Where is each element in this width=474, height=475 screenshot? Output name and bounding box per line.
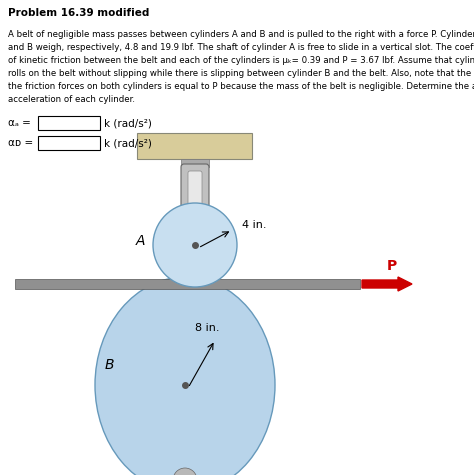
Circle shape [173,468,197,475]
Bar [38,136,100,150]
Text: Problem 16.39 modified: Problem 16.39 modified [8,8,149,18]
Text: P: P [387,259,397,273]
Circle shape [153,203,237,287]
Bar [137,133,253,159]
Bar [38,116,100,130]
Text: rolls on the belt without slipping while there is slipping between cylinder B an: rolls on the belt without slipping while… [8,69,474,78]
FancyArrow shape [362,277,412,291]
Text: αᴅ =: αᴅ = [8,138,33,148]
Text: B: B [105,358,115,372]
Text: acceleration of each cylinder.: acceleration of each cylinder. [8,95,135,104]
Ellipse shape [95,277,275,475]
FancyBboxPatch shape [188,171,202,225]
Text: k (rad/s²): k (rad/s²) [104,119,152,129]
FancyBboxPatch shape [181,164,209,232]
Text: A belt of negligible mass passes between cylinders A and B and is pulled to the : A belt of negligible mass passes between… [8,30,474,39]
Text: 4 in.: 4 in. [242,220,266,230]
Text: the friction forces on both cylinders is equal to P because the mass of the belt: the friction forces on both cylinders is… [8,82,474,91]
Bar [181,159,209,167]
Text: A: A [136,234,145,248]
Text: of kinetic friction between the belt and each of the cylinders is μₖ= 0.39 and P: of kinetic friction between the belt and… [8,56,474,65]
Text: k (rad/s²): k (rad/s²) [104,139,152,149]
Text: αₐ =: αₐ = [8,118,31,128]
Text: and B weigh, respectively, 4.8 and 19.9 lbf. The shaft of cylinder A is free to : and B weigh, respectively, 4.8 and 19.9 … [8,43,474,52]
Text: 8 in.: 8 in. [195,323,219,333]
Bar [15,279,360,289]
